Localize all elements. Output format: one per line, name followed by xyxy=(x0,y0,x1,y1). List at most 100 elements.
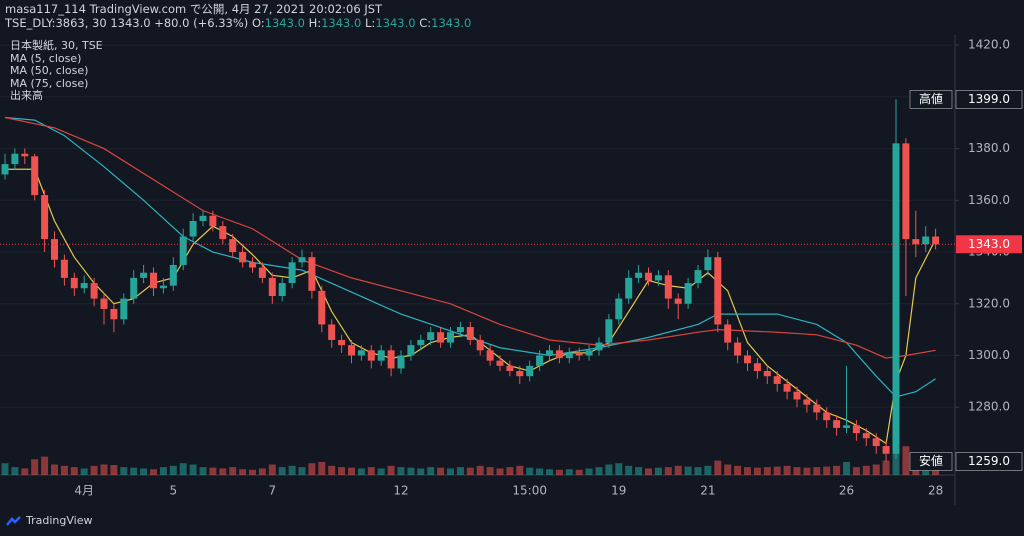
candle-body xyxy=(308,257,316,291)
volume-bar xyxy=(80,468,88,475)
legend-entry: MA (50, close) xyxy=(10,64,89,78)
volume-bar xyxy=(417,468,425,475)
candle-body xyxy=(130,277,138,299)
volume-bar xyxy=(744,467,751,475)
volume-bar xyxy=(813,467,821,475)
volume-bar xyxy=(387,465,395,475)
candle-body xyxy=(159,285,167,289)
legend: 日本製紙, 30, TSE MA (5, close) MA (50, clos… xyxy=(10,39,103,103)
candle-body xyxy=(902,143,910,240)
volume-bar xyxy=(437,467,445,475)
volume-bar xyxy=(110,465,118,475)
header: masa117_114 TradingView.com で公開, 4月 27, … xyxy=(5,2,471,30)
volume-bar xyxy=(516,465,524,475)
volume-bar xyxy=(763,467,771,475)
ohlc-label: C: xyxy=(419,16,432,30)
candle-body xyxy=(456,327,464,333)
volume-bar xyxy=(150,469,157,475)
volume-bar xyxy=(783,465,791,475)
volume-bar xyxy=(169,465,177,475)
volume-bar xyxy=(159,467,167,475)
candle-body xyxy=(872,438,880,447)
candle-body xyxy=(496,360,504,366)
volume-bar xyxy=(496,468,504,475)
volume-bar xyxy=(318,461,326,475)
candle-body xyxy=(803,399,811,405)
volume-bar xyxy=(773,466,781,475)
volume-bar xyxy=(348,467,355,475)
candle-body xyxy=(506,365,514,372)
candle-body xyxy=(278,283,286,296)
ma-line xyxy=(4,116,936,359)
ohlc-label: L: xyxy=(365,16,376,30)
price-marker-label: 1259.0 xyxy=(968,454,1010,468)
volume-bar xyxy=(565,469,573,475)
legend-entry: MA (75, close) xyxy=(10,76,89,90)
volume-bar xyxy=(555,469,563,475)
volume-bar xyxy=(932,467,940,475)
ma-line xyxy=(5,168,937,445)
x-tick-label: 7 xyxy=(268,484,276,498)
volume-bar xyxy=(268,464,276,475)
candle-body xyxy=(199,215,207,221)
candle-body xyxy=(744,355,751,364)
candle-body xyxy=(150,272,157,289)
candle-body xyxy=(783,383,791,392)
candle-body xyxy=(565,352,573,359)
candle-body xyxy=(239,252,247,263)
grid xyxy=(0,44,955,408)
candle-body xyxy=(348,345,355,356)
price-marker xyxy=(955,452,1023,471)
volume-bar xyxy=(664,467,672,475)
volume-bar xyxy=(140,468,148,475)
candle-body xyxy=(447,332,454,343)
volume-bar xyxy=(852,467,860,475)
candle-body xyxy=(813,404,821,413)
candle-body xyxy=(437,332,445,343)
candle-body xyxy=(60,259,68,278)
marker-tag-label: 安値 xyxy=(919,453,943,468)
candle-body xyxy=(625,277,633,299)
y-tick-label: 1300.0 xyxy=(968,348,1010,362)
volume-bar xyxy=(258,468,266,475)
ohlc-value: 1343.0 xyxy=(321,16,362,30)
candle-body xyxy=(219,226,227,240)
volume-bar xyxy=(536,468,544,475)
price-marker xyxy=(955,90,1023,109)
candle-body xyxy=(714,257,722,325)
last-price: 1343.0 xyxy=(110,16,151,30)
candle-body xyxy=(704,257,712,271)
volume-bar xyxy=(684,466,692,475)
candle-body xyxy=(70,277,78,289)
volume-bar xyxy=(1,463,9,475)
candle-body xyxy=(823,412,831,421)
candle-body xyxy=(407,345,415,356)
candle-body xyxy=(377,350,385,361)
candle-body xyxy=(110,308,118,320)
candle-body xyxy=(912,239,920,245)
symbol: TSE_DLY:3863, 30 xyxy=(5,16,107,30)
ohlc-label: O: xyxy=(251,16,265,30)
price-marker-label: 1399.0 xyxy=(968,92,1010,106)
volume-bar xyxy=(377,468,385,475)
y-tick-label: 1420.0 xyxy=(968,38,1010,52)
volume-bar xyxy=(615,463,623,475)
volume-bar xyxy=(90,465,98,475)
volume-bar xyxy=(843,461,850,475)
candle-body xyxy=(724,324,732,343)
volume-bar xyxy=(793,467,801,475)
y-tick-label: 1320.0 xyxy=(968,296,1010,310)
volume-bar xyxy=(882,460,890,475)
candle-body xyxy=(466,327,474,340)
candle-body xyxy=(140,272,148,278)
candle-body xyxy=(932,236,940,245)
candle-body xyxy=(328,324,336,340)
candle-body xyxy=(367,350,375,361)
x-tick-label: 15:00 xyxy=(512,484,547,498)
ma-line xyxy=(4,116,936,398)
candle-body xyxy=(833,420,841,428)
volume-bar xyxy=(605,464,613,475)
candle-body xyxy=(605,319,613,343)
candle-body xyxy=(793,391,801,400)
